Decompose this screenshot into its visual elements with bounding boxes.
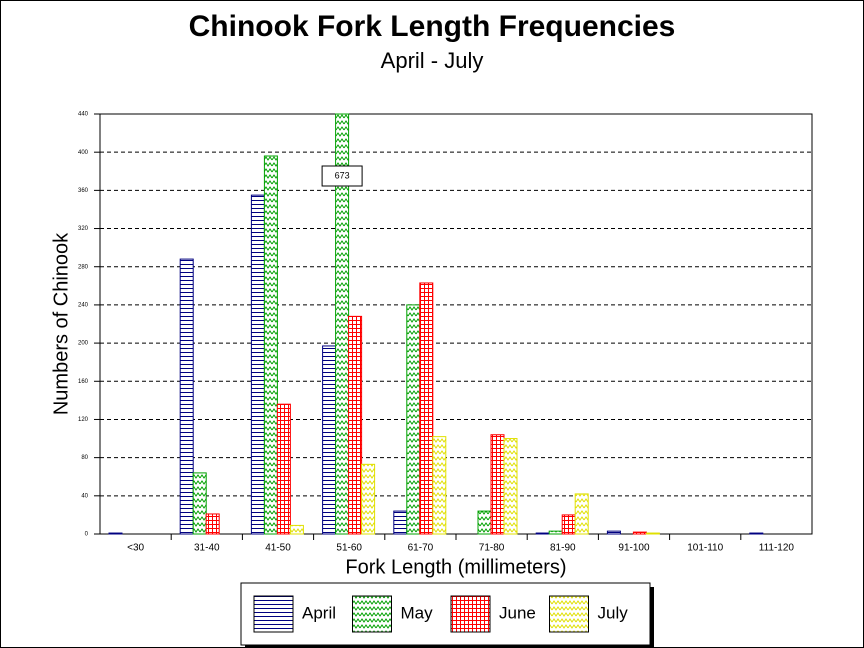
legend-swatch	[450, 595, 491, 633]
bar	[632, 531, 647, 535]
x-tick-label: 41-50	[265, 543, 291, 554]
x-tick-label: 111-120	[759, 543, 795, 554]
bar	[561, 514, 576, 535]
bar	[749, 532, 764, 535]
bar	[289, 524, 304, 535]
x-tick-label: 51-60	[336, 543, 362, 554]
chart-title: Chinook Fork Length Frequencies	[189, 10, 676, 43]
legend-label: April	[302, 603, 336, 622]
bar	[276, 403, 291, 535]
bar	[393, 510, 408, 535]
bar	[322, 345, 337, 535]
bar	[490, 434, 505, 535]
data-label: 673	[335, 170, 350, 180]
y-tick-label: 160	[78, 379, 89, 385]
bar	[179, 258, 194, 535]
y-axis-label: Numbers of Chinook	[50, 232, 72, 415]
y-tick-label: 80	[81, 455, 88, 461]
legend-swatch	[352, 595, 392, 633]
bar	[348, 315, 363, 535]
y-tick-label: 320	[78, 226, 89, 232]
bar	[606, 530, 621, 535]
bar	[361, 463, 376, 535]
bar	[406, 304, 421, 535]
bar	[192, 472, 207, 535]
y-tick-label: 0	[85, 532, 89, 538]
clip-label-box	[321, 165, 363, 187]
legend-label: May	[401, 603, 434, 622]
y-tick-label: 280	[78, 264, 89, 270]
x-tick-label: 61-70	[408, 543, 434, 554]
y-tick-label: 240	[78, 302, 89, 308]
bar	[548, 530, 563, 535]
x-tick-label: 91-100	[618, 543, 650, 554]
y-tick-label: 400	[78, 150, 89, 156]
bar	[645, 532, 660, 535]
y-tick-label: 440	[78, 112, 89, 118]
legend-swatch	[253, 595, 294, 633]
bar	[250, 194, 265, 535]
bar	[108, 532, 123, 535]
bar	[574, 493, 589, 535]
y-tick-label: 40	[81, 493, 88, 499]
y-tick-label: 200	[78, 341, 89, 347]
bar	[419, 282, 434, 535]
legend-label: July	[598, 603, 629, 622]
y-tick-label: 360	[78, 188, 89, 194]
bar	[263, 155, 278, 535]
x-axis-label: Fork Length (millimeters)	[345, 556, 566, 578]
x-tick-label: 71-80	[479, 543, 505, 554]
legend-swatch	[549, 595, 589, 633]
x-tick-label: <30	[127, 543, 144, 554]
chart-subtitle: April - July	[381, 48, 484, 73]
x-tick-label: 81-90	[550, 543, 576, 554]
bar	[432, 436, 447, 535]
bar	[535, 532, 550, 535]
bar	[503, 438, 518, 535]
bar	[477, 510, 492, 535]
bar	[205, 513, 220, 535]
x-tick-label: 31-40	[194, 543, 220, 554]
x-tick-label: 101-110	[687, 543, 723, 554]
legend-label: June	[499, 603, 536, 622]
y-tick-label: 120	[78, 417, 89, 423]
